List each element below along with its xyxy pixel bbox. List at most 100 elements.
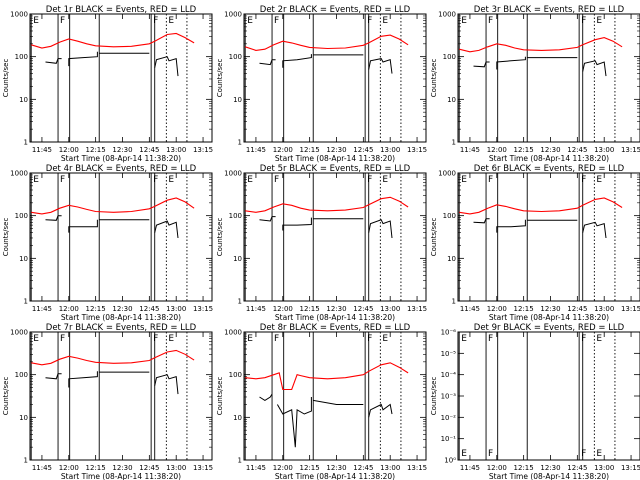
x-tick-label: 13:15 (621, 464, 640, 472)
y-axis-label: Counts/sec (216, 377, 224, 416)
marker-label: E (461, 175, 467, 185)
y-tick-label: 10⁻⁴ (441, 371, 457, 379)
lld-line (245, 34, 409, 51)
x-tick-label: 12:30 (326, 146, 346, 154)
x-tick-label: 12:15 (514, 146, 534, 154)
marker-label: E (33, 175, 39, 185)
y-tick-label: 1 (24, 139, 28, 147)
x-tick-label: 12:45 (353, 305, 373, 313)
x-axis-label: Start Time (08-Apr-14 11:38:20) (489, 472, 609, 480)
marker-label: F (367, 334, 372, 344)
events-line (45, 215, 62, 221)
marker-label: E (247, 334, 253, 344)
x-axis-label: Start Time (08-Apr-14 11:38:20) (275, 313, 395, 322)
x-tick-label: 13:15 (621, 146, 640, 154)
marker-label: F (60, 16, 65, 26)
marker-label: E (382, 334, 388, 344)
plot-frame (457, 13, 640, 143)
marker-label: F (60, 334, 65, 344)
x-tick-label: 12:30 (540, 146, 560, 154)
plot-frame (457, 172, 640, 302)
plot-frame (29, 13, 213, 143)
y-tick-label: 1 (24, 457, 28, 465)
panel-title: Det 8r BLACK = Events, RED = LLD (260, 323, 411, 333)
events-line (582, 60, 607, 77)
plot-frame (243, 331, 427, 461)
y-tick-label: 10 (447, 255, 456, 263)
marker-label-low: E (596, 449, 602, 459)
marker-label: F (367, 175, 372, 185)
x-tick-label: 12:00 (59, 464, 79, 472)
x-tick-label: 12:15 (514, 305, 534, 313)
lld-line (459, 197, 623, 215)
x-tick-label: 11:45 (460, 146, 480, 154)
marker-label: E (168, 175, 174, 185)
panel-det-7: Det 7r BLACK = Events, RED = LLD 11:45 12:… (2, 323, 213, 480)
x-tick-label: 12:45 (353, 464, 373, 472)
y-tick-label: 1000 (224, 11, 242, 19)
x-tick-label: 12:30 (540, 464, 560, 472)
x-tick-label: 12:00 (487, 146, 507, 154)
events-line (282, 54, 312, 68)
events-line (45, 373, 62, 380)
plot-frame (243, 172, 427, 302)
marker-label: F (153, 175, 158, 185)
x-axis-label: Start Time (08-Apr-14 11:38:20) (275, 472, 395, 480)
lld-line (31, 349, 195, 366)
events-line (154, 374, 179, 395)
events-line (259, 393, 273, 401)
y-axis-label: Counts/sec (2, 218, 10, 257)
marker-label: F (581, 16, 586, 26)
y-tick-label: 1 (238, 457, 242, 465)
x-tick-label: 13:00 (166, 146, 186, 154)
y-tick-label: 1000 (10, 11, 28, 19)
panel-title: Det 2r BLACK = Events, RED = LLD (260, 5, 411, 15)
x-tick-label: 12:30 (112, 305, 132, 313)
x-tick-label: 13:15 (193, 305, 213, 313)
marker-label-low: E (461, 449, 467, 459)
marker-label: F (274, 175, 279, 185)
panel-title: Det 5r BLACK = Events, RED = LLD (260, 164, 411, 174)
x-tick-label: 12:45 (353, 146, 373, 154)
marker-label: E (596, 175, 602, 185)
x-tick-label: 12:00 (273, 464, 293, 472)
y-tick-label: 10⁻⁶ (441, 329, 457, 337)
panel-title: Det 3r BLACK = Events, RED = LLD (474, 5, 625, 15)
y-tick-label: 10 (19, 96, 28, 104)
y-tick-label: 10⁻⁵ (441, 350, 457, 358)
x-tick-label: 12:15 (300, 146, 320, 154)
x-tick-label: 12:00 (273, 305, 293, 313)
y-tick-label: 1 (24, 298, 28, 306)
events-line (259, 216, 276, 222)
x-tick-label: 12:30 (112, 146, 132, 154)
marker-label: E (461, 334, 467, 344)
marker-label: F (581, 175, 586, 185)
x-tick-label: 12:15 (300, 464, 320, 472)
events-line (496, 56, 526, 70)
events-line (368, 403, 393, 418)
x-tick-label: 11:45 (246, 464, 266, 472)
panel-det-6: Det 6r BLACK = Events, RED = LLD 11:45 12:… (430, 164, 640, 322)
x-tick-label: 13:00 (594, 146, 614, 154)
events-line (368, 219, 393, 239)
events-line (154, 220, 179, 239)
panel-title: Det 4r BLACK = Events, RED = LLD (46, 164, 197, 174)
y-tick-label: 1000 (224, 170, 242, 178)
x-tick-label: 13:15 (407, 146, 427, 154)
panel-det-4: Det 4r BLACK = Events, RED = LLD 11:45 12:… (2, 164, 213, 322)
x-tick-label: 12:00 (59, 305, 79, 313)
x-tick-label: 11:45 (460, 305, 480, 313)
marker-label: E (596, 16, 602, 26)
x-tick-label: 11:45 (246, 305, 266, 313)
events-line (582, 221, 607, 239)
x-tick-label: 12:15 (86, 464, 106, 472)
x-tick-label: 12:15 (514, 464, 534, 472)
marker-label-low: F (581, 449, 586, 459)
plot-frame (243, 13, 427, 143)
panel-det-1: Det 1r BLACK = Events, RED = LLD 11:45 12:… (2, 5, 213, 163)
x-axis-label: Start Time (08-Apr-14 11:38:20) (489, 154, 609, 163)
x-tick-label: 12:45 (139, 305, 159, 313)
x-tick-label: 12:45 (139, 464, 159, 472)
y-tick-label: 10⁻¹ (441, 435, 457, 443)
x-tick-label: 13:00 (380, 464, 400, 472)
